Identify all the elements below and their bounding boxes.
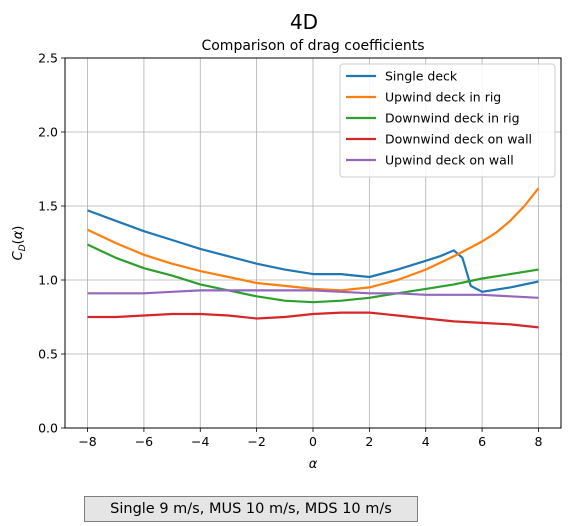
caption-box: Single 9 m/s, MUS 10 m/s, MDS 10 m/s — [84, 496, 418, 522]
x-tick-label: 0 — [309, 434, 317, 449]
x-tick-label: −8 — [78, 434, 96, 449]
y-axis-ticks: 0.0 0.5 1.0 1.5 2.0 2.5 — [38, 51, 65, 436]
x-axis-label: α — [309, 457, 318, 472]
series-line-2 — [87, 243, 539, 304]
y-tick-label: 2.5 — [38, 51, 58, 66]
series-line-0 — [87, 209, 539, 293]
x-tick-label: −6 — [135, 434, 153, 449]
x-tick-label: 6 — [478, 434, 486, 449]
series-line-4 — [87, 289, 539, 299]
y-tick-label: 2.0 — [38, 125, 58, 140]
legend-label: Upwind deck on wall — [385, 153, 514, 168]
y-tick-label: 0.0 — [38, 421, 58, 436]
legend-label: Downwind deck on wall — [385, 132, 532, 147]
y-axis-label: CD(α) — [11, 226, 28, 261]
series-lines — [87, 187, 540, 329]
legend: Single deck Upwind deck in rig Downwind de… — [339, 63, 556, 178]
x-tick-label: 8 — [534, 434, 542, 449]
series-line-1 — [87, 187, 540, 292]
series-line-3 — [87, 311, 539, 329]
figure-suptitle: 4D — [290, 10, 318, 34]
y-tick-label: 0.5 — [38, 347, 58, 362]
x-tick-label: −4 — [191, 434, 209, 449]
x-tick-label: 4 — [422, 434, 430, 449]
legend-frame — [339, 63, 556, 178]
x-tick-label: 2 — [365, 434, 373, 449]
legend-label: Downwind deck in rig — [385, 111, 520, 126]
x-axis-ticks: −8 −6 −4 −2 0 2 4 6 8 — [78, 428, 542, 449]
legend-label: Upwind deck in rig — [385, 90, 501, 105]
y-tick-label: 1.5 — [38, 199, 58, 214]
legend-label: Single deck — [385, 69, 458, 84]
x-tick-label: −2 — [247, 434, 265, 449]
y-tick-label: 1.0 — [38, 273, 58, 288]
chart-title: Comparison of drag coefficients — [201, 38, 424, 54]
